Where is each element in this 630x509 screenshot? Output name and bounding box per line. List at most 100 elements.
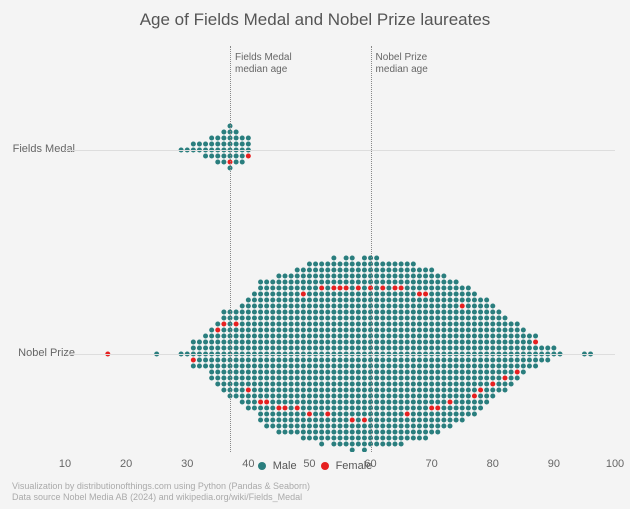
data-point [276,340,281,345]
data-point [478,376,483,381]
data-point [472,388,477,393]
data-point [313,418,318,423]
data-point [393,298,398,303]
data-point [539,358,544,363]
data-point [258,304,263,309]
data-point [295,376,300,381]
data-point [460,394,465,399]
data-point [331,340,336,345]
data-point [356,418,361,423]
data-point [246,298,251,303]
data-point [258,364,263,369]
data-point [490,358,495,363]
data-point [246,304,251,309]
data-point [350,346,355,351]
data-point [313,298,318,303]
data-point [417,280,422,285]
data-point [362,412,367,417]
data-point [356,298,361,303]
data-point [374,364,379,369]
data-point [423,370,428,375]
data-point [307,262,312,267]
data-point [429,382,434,387]
data-point [521,358,526,363]
data-point [374,274,379,279]
reference-line [371,46,372,452]
data-point [325,316,330,321]
data-point [356,268,361,273]
data-point [283,376,288,381]
data-point [484,394,489,399]
data-point [374,418,379,423]
data-point [551,346,556,351]
data-point [472,304,477,309]
data-point [472,346,477,351]
data-point [331,298,336,303]
data-point [344,298,349,303]
data-point [356,412,361,417]
data-point [344,442,349,447]
data-point [496,358,501,363]
data-point [356,394,361,399]
data-point [221,382,226,387]
data-point [380,358,385,363]
data-point [478,406,483,411]
data-point [295,268,300,273]
data-point [301,430,306,435]
data-point [215,154,220,159]
data-point [374,310,379,315]
data-point [344,436,349,441]
data-point [539,346,544,351]
data-point [496,388,501,393]
data-point [411,328,416,333]
data-point [374,316,379,321]
data-point [350,334,355,339]
data-point [356,310,361,315]
data-point [515,376,520,381]
data-point [215,160,220,165]
data-point [423,322,428,327]
data-point [301,268,306,273]
data-point [472,322,477,327]
data-point [405,298,410,303]
data-point [295,388,300,393]
data-point [393,286,398,291]
data-point [264,334,269,339]
data-point [307,388,312,393]
data-point [283,430,288,435]
data-point [435,286,440,291]
data-point [270,292,275,297]
data-point [338,298,343,303]
data-point [240,322,245,327]
data-point [454,412,459,417]
data-point [399,334,404,339]
data-point [393,316,398,321]
data-point [301,400,306,405]
data-point [289,310,294,315]
data-point [405,406,410,411]
data-point [307,310,312,315]
data-point [423,358,428,363]
data-point [252,394,257,399]
data-point [258,286,263,291]
data-point [325,430,330,435]
data-point [338,364,343,369]
data-point [496,376,501,381]
data-point [276,274,281,279]
data-point [264,328,269,333]
data-point [289,424,294,429]
data-point [246,154,251,159]
data-point [380,382,385,387]
data-point [496,340,501,345]
data-point [441,322,446,327]
data-point [441,280,446,285]
data-point [460,370,465,375]
data-point [417,274,422,279]
data-point [295,322,300,327]
data-point [234,364,239,369]
data-point [411,292,416,297]
data-point [429,376,434,381]
data-point [295,430,300,435]
data-point [209,376,214,381]
data-point [350,376,355,381]
